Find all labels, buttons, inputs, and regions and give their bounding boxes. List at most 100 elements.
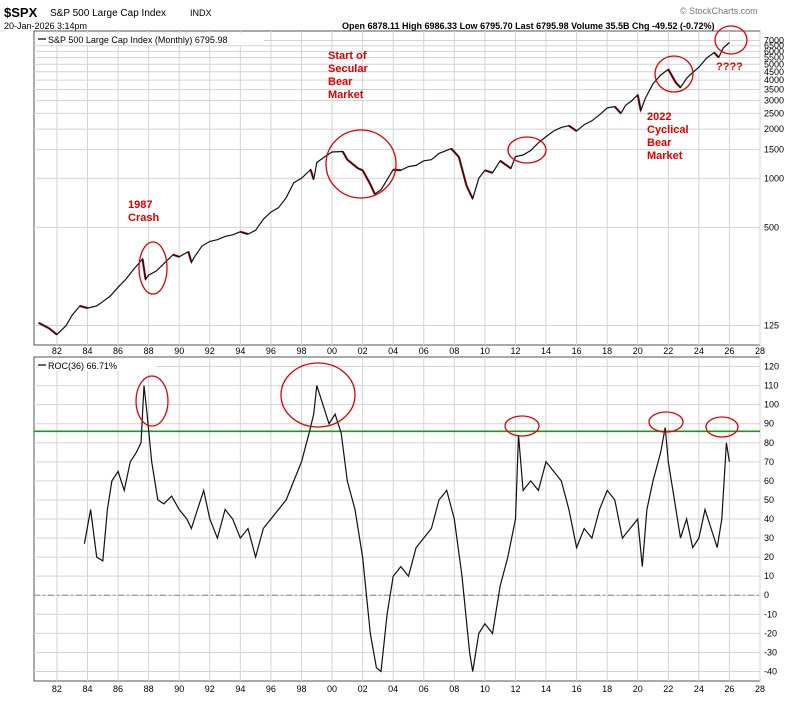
x-tick-label-bottom: 90	[174, 684, 184, 694]
price-tick-label: 4500	[764, 67, 784, 77]
price-tick-label: 2500	[764, 108, 784, 118]
quote-label: Open 6878.11 High 6986.33 Low 6795.70 La…	[342, 21, 715, 31]
x-tick-label-top: 98	[296, 346, 306, 356]
index-name-label: S&P 500 Large Cap Index	[50, 8, 166, 19]
price-tick-label: 500	[764, 222, 779, 232]
x-tick-label-top: 06	[419, 346, 429, 356]
x-tick-label-top: 88	[144, 346, 154, 356]
roc-tick-label: -10	[764, 609, 777, 619]
roc-tick-label: 90	[764, 419, 774, 429]
x-tick-label-top: 96	[266, 346, 276, 356]
annotation-line: Start of	[328, 50, 367, 62]
x-tick-label-top: 20	[633, 346, 643, 356]
exchange-label: INDX	[190, 8, 212, 18]
x-tick-label-bottom: 22	[663, 684, 673, 694]
annotation-line: 2022	[647, 111, 671, 123]
x-tick-label-top: 18	[602, 346, 612, 356]
x-tick-label-top: 28	[755, 346, 765, 356]
circle-2012-roc	[504, 415, 540, 437]
x-tick-label-bottom: 92	[205, 684, 215, 694]
price-tick-label: 4000	[764, 75, 784, 85]
circle-2000-roc	[280, 362, 356, 428]
roc-tick-label: -20	[764, 628, 777, 638]
x-tick-label-bottom: 28	[755, 684, 765, 694]
x-tick-label-top: 26	[724, 346, 734, 356]
roc-tick-label: 80	[764, 438, 774, 448]
circle-2022-roc	[648, 411, 684, 433]
x-tick-label-top: 10	[480, 346, 490, 356]
price-tick-label: 1500	[764, 145, 784, 155]
x-tick-label-top: 02	[358, 346, 368, 356]
x-tick-label-top: 04	[388, 346, 398, 356]
watermark-label: © StockCharts.com	[680, 6, 758, 16]
price-tick-label: 5000	[764, 59, 784, 69]
x-tick-label-top: 24	[694, 346, 704, 356]
price-tick-label: 1000	[764, 173, 784, 183]
roc-tick-label: 20	[764, 552, 774, 562]
x-tick-label-top: 16	[572, 346, 582, 356]
x-tick-label-bottom: 02	[358, 684, 368, 694]
price-tick-label: 3000	[764, 95, 784, 105]
roc-tick-label: 110	[764, 381, 778, 391]
x-tick-label-bottom: 98	[296, 684, 306, 694]
datetime-label: 20-Jan-2026 3:14pm	[4, 21, 87, 31]
price-tick-label: 6500	[764, 41, 784, 51]
roc-tick-label: -30	[764, 647, 777, 657]
x-tick-label-top: 92	[205, 346, 215, 356]
x-tick-label-top: 22	[663, 346, 673, 356]
x-tick-label-bottom: 20	[633, 684, 643, 694]
x-tick-label-top: 94	[235, 346, 245, 356]
price-tick-label: 7000	[764, 35, 784, 45]
x-tick-label-bottom: 82	[52, 684, 62, 694]
x-tick-label-top: 08	[449, 346, 459, 356]
roc-tick-label: -40	[764, 666, 777, 676]
roc-legend-label: ROC(36) 66.71%	[48, 361, 117, 371]
annotation-circles	[135, 25, 748, 438]
roc-legend: ROC(36) 66.71%	[36, 359, 156, 371]
annotation-line: Bear	[647, 137, 672, 149]
x-axis: 82 82 84 84 86 86 88 88 90 90 92 92 94 94 96 96 98 98 00 00…	[52, 346, 765, 694]
annotation-labels: 1987 Crash Start of Secular Bear Market 2022…	[128, 50, 743, 224]
annotation-question: ????	[716, 61, 743, 73]
annotation-line: 1987	[128, 199, 152, 211]
price-legend: S&P 500 Large Cap Index (Monthly) 6795.9…	[36, 33, 264, 45]
x-tick-label-bottom: 08	[449, 684, 459, 694]
x-tick-label-top: 12	[510, 346, 520, 356]
annotation-1987-crash: 1987 Crash	[128, 199, 159, 224]
annotation-line: Market	[647, 150, 683, 162]
x-tick-label-top: 84	[82, 346, 92, 356]
roc-tick-label: 50	[764, 495, 774, 505]
circle-2026-roc	[705, 416, 739, 438]
annotation-2022-bear: 2022 Cyclical Bear Market	[647, 111, 689, 162]
price-tick-label: 5500	[764, 53, 784, 63]
circle-1987-price	[138, 241, 168, 295]
circle-2000-price	[325, 129, 397, 199]
roc-grid	[34, 357, 761, 681]
circle-2022-price	[654, 55, 694, 93]
x-tick-label-bottom: 12	[510, 684, 520, 694]
annotation-secular-bear: Start of Secular Bear Market	[328, 50, 368, 101]
x-tick-label-top: 90	[174, 346, 184, 356]
annotation-line: Crash	[128, 212, 159, 224]
circle-2012-price	[507, 136, 547, 164]
roc-tick-label: 60	[764, 476, 774, 486]
x-tick-label-bottom: 88	[144, 684, 154, 694]
x-tick-label-bottom: 94	[235, 684, 245, 694]
x-tick-label-bottom: 26	[724, 684, 734, 694]
price-tick-label: 125	[764, 321, 779, 331]
roc-series-line	[83, 385, 730, 673]
x-tick-label-bottom: 24	[694, 684, 704, 694]
annotation-line: Bear	[328, 76, 353, 88]
roc-tick-label: 100	[764, 400, 779, 410]
x-tick-label-bottom: 18	[602, 684, 612, 694]
price-panel-frame	[33, 30, 761, 346]
x-tick-label-top: 14	[541, 346, 551, 356]
roc-tick-label: 120	[764, 362, 779, 372]
circle-1987-roc	[135, 375, 169, 427]
x-tick-label-bottom: 10	[480, 684, 490, 694]
roc-tick-label: 70	[764, 457, 774, 467]
price-tick-label: 2000	[764, 124, 784, 134]
